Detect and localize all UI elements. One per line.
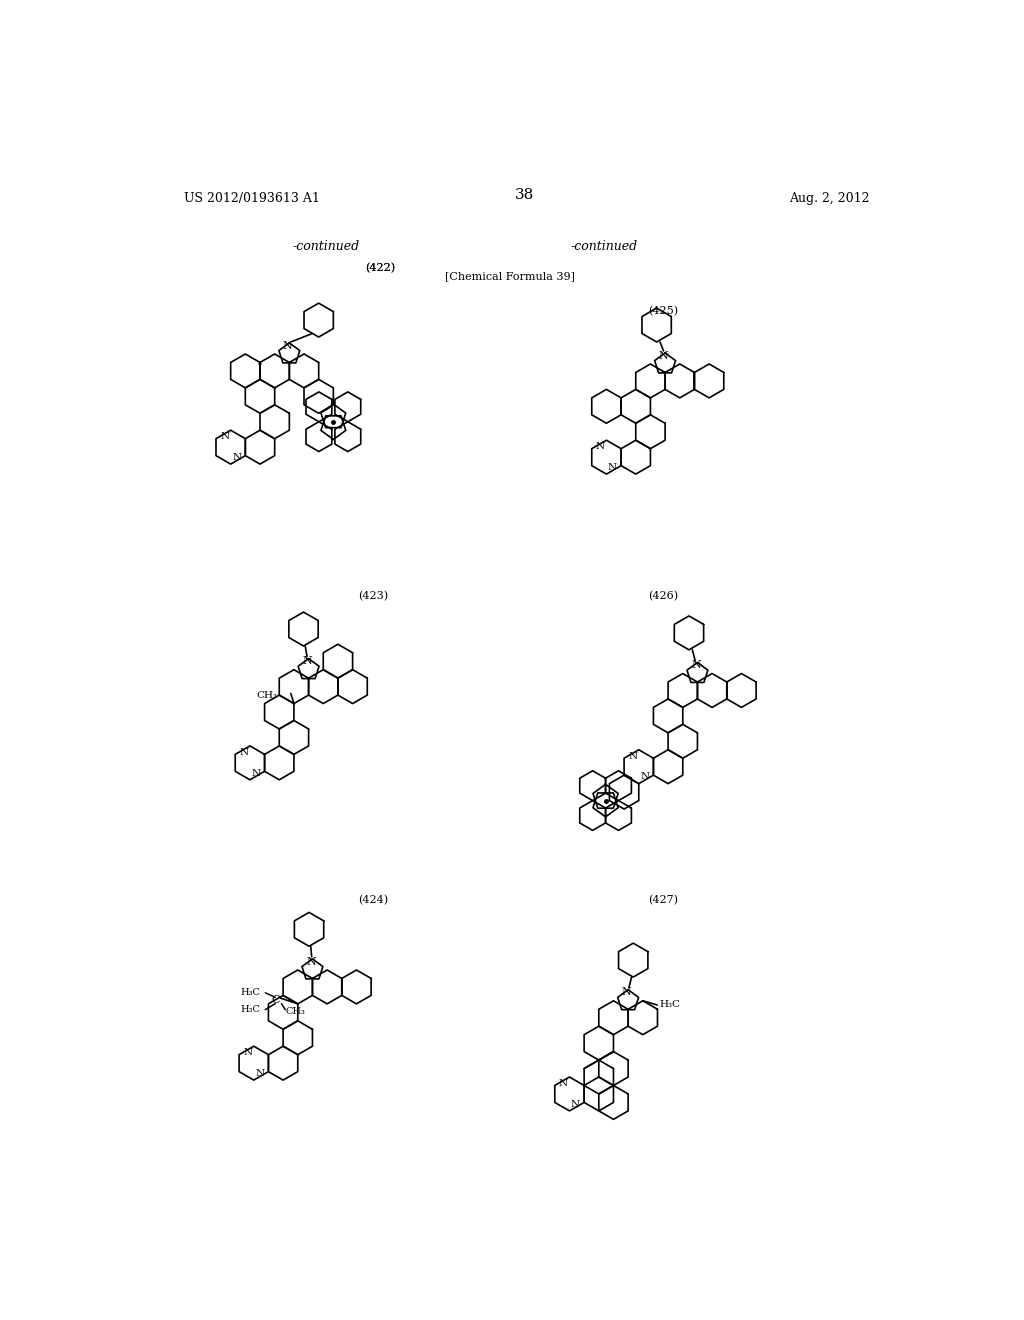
Text: N: N — [283, 341, 293, 351]
Text: H₃C: H₃C — [240, 989, 260, 998]
Text: N: N — [306, 957, 315, 966]
Text: N: N — [691, 660, 700, 671]
Text: N: N — [608, 463, 616, 471]
Text: [Chemical Formula 39]: [Chemical Formula 39] — [444, 271, 574, 281]
Text: N: N — [596, 442, 605, 451]
Text: N: N — [559, 1080, 568, 1088]
Text: (426): (426) — [648, 590, 678, 601]
Text: CH₃: CH₃ — [256, 690, 276, 700]
Text: N: N — [240, 748, 249, 758]
Text: Aug. 2, 2012: Aug. 2, 2012 — [790, 191, 869, 205]
Text: (422): (422) — [365, 264, 395, 273]
Text: (422): (422) — [365, 264, 395, 273]
Text: N: N — [251, 768, 260, 777]
Text: N: N — [658, 351, 669, 360]
Text: US 2012/0193613 A1: US 2012/0193613 A1 — [184, 191, 321, 205]
Text: C: C — [271, 995, 280, 1006]
Text: -continued: -continued — [571, 240, 638, 253]
Text: 38: 38 — [515, 187, 535, 202]
Text: N: N — [232, 453, 241, 462]
Text: CH₃: CH₃ — [286, 1007, 305, 1016]
Text: (425): (425) — [648, 306, 678, 315]
Text: N: N — [302, 656, 312, 667]
Text: (424): (424) — [357, 895, 388, 906]
Text: H₃C: H₃C — [659, 999, 681, 1008]
Text: (427): (427) — [648, 895, 678, 906]
Text: N: N — [255, 1069, 264, 1078]
Text: N: N — [570, 1100, 580, 1109]
Text: (423): (423) — [357, 590, 388, 601]
Text: N: N — [629, 752, 637, 762]
Text: N: N — [622, 987, 632, 998]
Text: N: N — [220, 433, 229, 441]
Text: N: N — [640, 772, 649, 781]
Text: H₃C: H₃C — [240, 1006, 260, 1014]
Text: -continued: -continued — [292, 240, 359, 253]
Text: N: N — [244, 1048, 252, 1057]
